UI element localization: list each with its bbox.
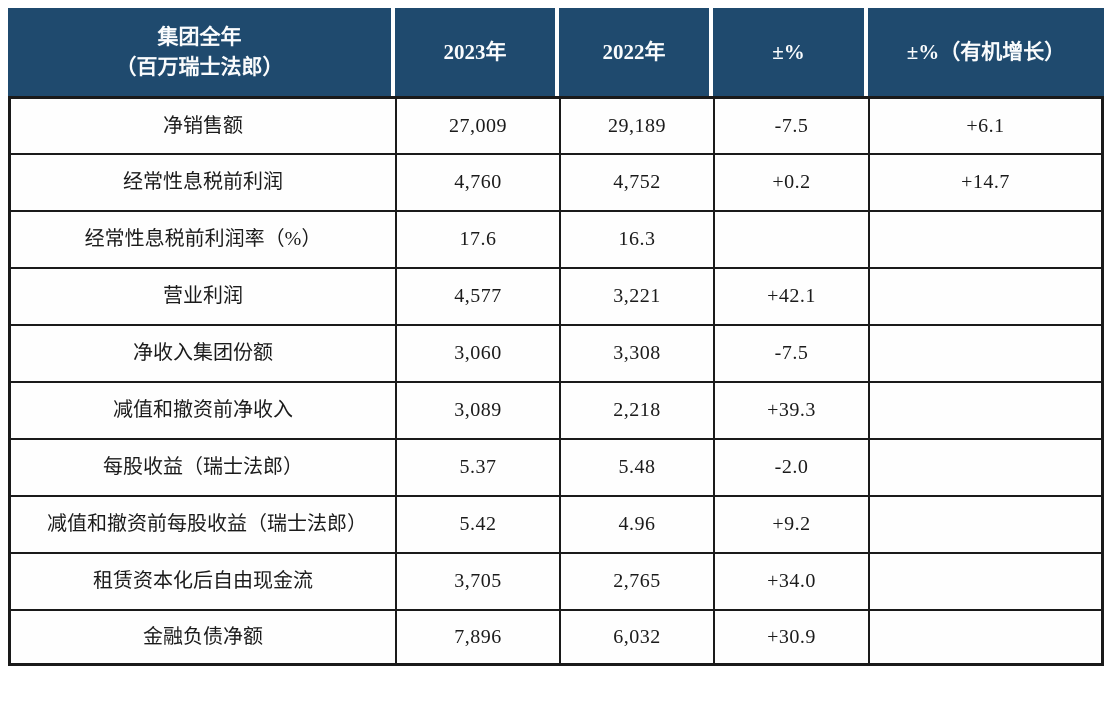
financial-summary-table: 集团全年 （百万瑞士法郎） 2023年 2022年 ±% ±%（有机增长） 净销… xyxy=(8,8,1104,666)
row-label: 每股收益（瑞士法郎） xyxy=(8,438,395,495)
value-2023: 4,577 xyxy=(395,267,559,324)
value-2022: 2,765 xyxy=(559,552,713,609)
row-label: 经常性息税前利润 xyxy=(8,153,395,210)
row-label: 净收入集团份额 xyxy=(8,324,395,381)
value-2022: 4,752 xyxy=(559,153,713,210)
value-organic-growth-percent xyxy=(868,210,1104,267)
value-organic-growth-percent xyxy=(868,324,1104,381)
table-row: 每股收益（瑞士法郎） 5.37 5.48 -2.0 xyxy=(8,438,1104,495)
value-2023: 5.37 xyxy=(395,438,559,495)
header-organic-growth-percent: ±%（有机增长） xyxy=(868,8,1104,96)
row-label: 减值和撤资前每股收益（瑞士法郎） xyxy=(8,495,395,552)
row-label: 营业利润 xyxy=(8,267,395,324)
table-body: 净销售额 27,009 29,189 -7.5 +6.1 经常性息税前利润 4,… xyxy=(8,96,1104,666)
value-organic-growth-percent xyxy=(868,267,1104,324)
value-change-percent: -2.0 xyxy=(713,438,868,495)
table-row: 减值和撤资前净收入 3,089 2,218 +39.3 xyxy=(8,381,1104,438)
value-2022: 6,032 xyxy=(559,609,713,666)
header-metric-line2: （百万瑞士法郎） xyxy=(115,55,284,79)
value-organic-growth-percent xyxy=(868,552,1104,609)
table-row: 经常性息税前利润率（%） 17.6 16.3 xyxy=(8,210,1104,267)
row-label: 经常性息税前利润率（%） xyxy=(8,210,395,267)
header-metric-column: 集团全年 （百万瑞士法郎） xyxy=(8,8,395,96)
value-change-percent: +39.3 xyxy=(713,381,868,438)
value-2023: 3,089 xyxy=(395,381,559,438)
table-row: 净销售额 27,009 29,189 -7.5 +6.1 xyxy=(8,96,1104,153)
header-metric-line1: 集团全年 xyxy=(157,24,242,49)
value-change-percent: +9.2 xyxy=(713,495,868,552)
header-year-2022: 2022年 xyxy=(559,8,713,96)
table-row: 营业利润 4,577 3,221 +42.1 xyxy=(8,267,1104,324)
value-2022: 2,218 xyxy=(559,381,713,438)
header-year-2023: 2023年 xyxy=(395,8,559,96)
table-row: 金融负债净额 7,896 6,032 +30.9 xyxy=(8,609,1104,666)
value-organic-growth-percent xyxy=(868,438,1104,495)
value-change-percent: -7.5 xyxy=(713,324,868,381)
value-2023: 3,060 xyxy=(395,324,559,381)
value-organic-growth-percent: +6.1 xyxy=(868,96,1104,153)
header-change-percent: ±% xyxy=(713,8,868,96)
value-organic-growth-percent xyxy=(868,495,1104,552)
value-2022: 4.96 xyxy=(559,495,713,552)
table-header-row: 集团全年 （百万瑞士法郎） 2023年 2022年 ±% ±%（有机增长） xyxy=(8,8,1104,96)
table-row: 净收入集团份额 3,060 3,308 -7.5 xyxy=(8,324,1104,381)
value-organic-growth-percent xyxy=(868,609,1104,666)
value-2023: 7,896 xyxy=(395,609,559,666)
value-change-percent: +0.2 xyxy=(713,153,868,210)
value-2023: 27,009 xyxy=(395,96,559,153)
value-change-percent xyxy=(713,210,868,267)
row-label: 金融负债净额 xyxy=(8,609,395,666)
value-2023: 4,760 xyxy=(395,153,559,210)
row-label: 净销售额 xyxy=(8,96,395,153)
value-change-percent: -7.5 xyxy=(713,96,868,153)
row-label: 租赁资本化后自由现金流 xyxy=(8,552,395,609)
value-2022: 3,221 xyxy=(559,267,713,324)
value-change-percent: +34.0 xyxy=(713,552,868,609)
value-2023: 5.42 xyxy=(395,495,559,552)
value-2023: 3,705 xyxy=(395,552,559,609)
value-change-percent: +30.9 xyxy=(713,609,868,666)
value-2022: 3,308 xyxy=(559,324,713,381)
value-organic-growth-percent: +14.7 xyxy=(868,153,1104,210)
value-2022: 5.48 xyxy=(559,438,713,495)
value-organic-growth-percent xyxy=(868,381,1104,438)
table-row: 租赁资本化后自由现金流 3,705 2,765 +34.0 xyxy=(8,552,1104,609)
value-2023: 17.6 xyxy=(395,210,559,267)
value-change-percent: +42.1 xyxy=(713,267,868,324)
table-row: 经常性息税前利润 4,760 4,752 +0.2 +14.7 xyxy=(8,153,1104,210)
value-2022: 29,189 xyxy=(559,96,713,153)
table-row: 减值和撤资前每股收益（瑞士法郎） 5.42 4.96 +9.2 xyxy=(8,495,1104,552)
value-2022: 16.3 xyxy=(559,210,713,267)
row-label: 减值和撤资前净收入 xyxy=(8,381,395,438)
